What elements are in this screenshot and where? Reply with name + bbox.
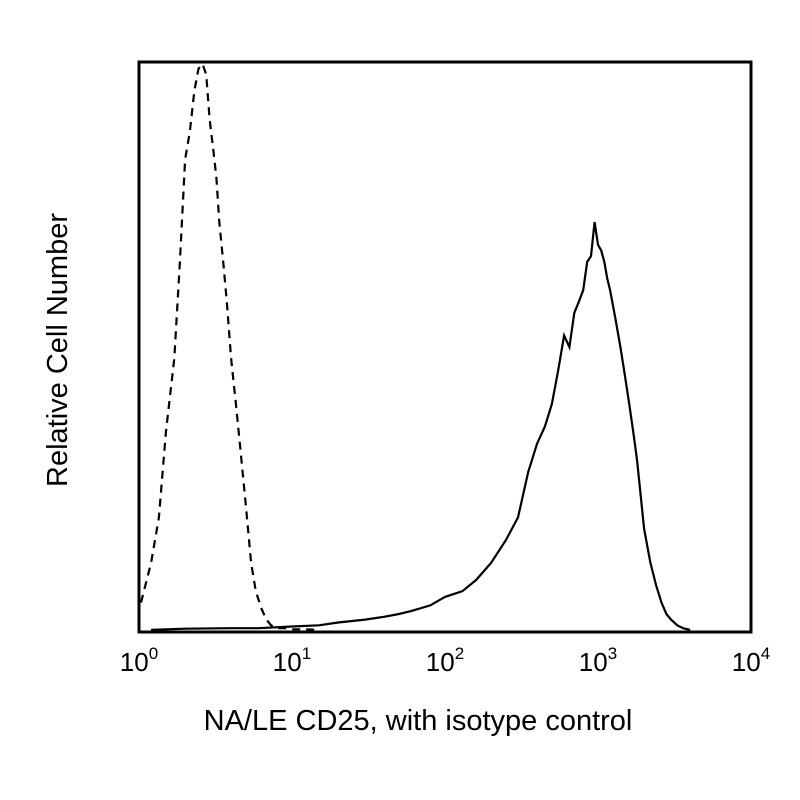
x-tick-label-2: 102	[426, 644, 464, 677]
series-layer	[139, 61, 691, 631]
x-tick-labels: 100 101 102 103 104	[120, 644, 770, 677]
x-axis-title: NA/LE CD25, with isotype control	[204, 705, 633, 737]
plot-frame	[137, 60, 753, 634]
x-tick-label-1: 101	[273, 644, 311, 677]
x-tick-label-0: 100	[120, 644, 158, 677]
x-tick-label-3: 103	[579, 644, 617, 677]
x-tick-label-4: 104	[732, 644, 770, 677]
isotype-control-histogram-line	[139, 61, 319, 631]
y-axis-title: Relative Cell Number	[42, 213, 74, 487]
cd25-histogram-line	[151, 221, 691, 631]
